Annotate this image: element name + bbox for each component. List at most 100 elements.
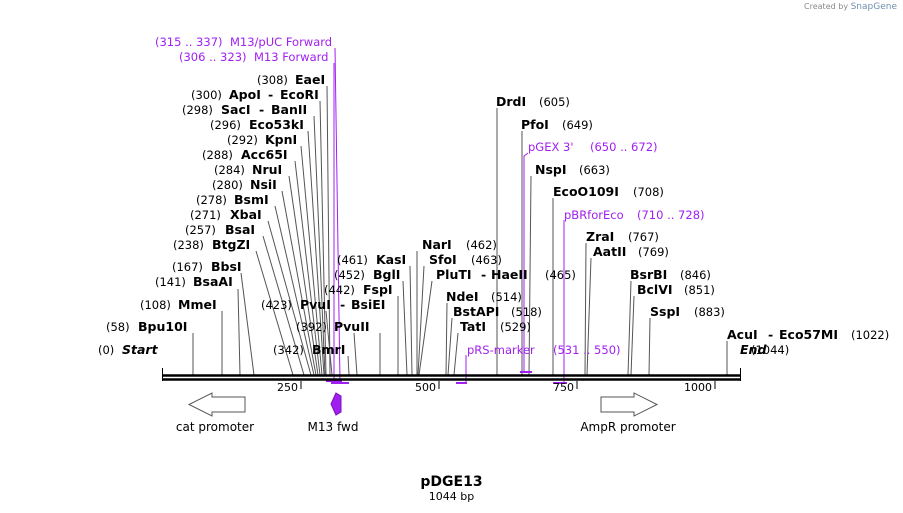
enzyme-name[interactable]: BanII (271, 102, 307, 117)
leader-line (240, 272, 255, 376)
leader-line (453, 332, 459, 376)
ruler: 250 500 750 1000 (277, 381, 716, 394)
primer-name[interactable]: pBRforEco (564, 208, 624, 222)
leader-line (294, 160, 321, 376)
enzyme-name[interactable]: KpnI (265, 132, 297, 147)
enzyme-position: (767) (628, 230, 659, 244)
leader-line (326, 85, 331, 376)
enzyme-name[interactable]: BglI (373, 267, 400, 282)
primer-name[interactable]: M13/pUC Forward (230, 35, 332, 49)
enzyme-leader-lines (192, 85, 728, 376)
primer-leader-lines (326, 47, 567, 384)
enzyme-labels-left[interactable]: (58) Bpu10I (108) MmeI (141) BsaAI (167)… (106, 72, 406, 357)
enzyme-position: (58) (106, 320, 130, 334)
enzyme-name[interactable]: BsmI (234, 192, 269, 207)
enzyme-position: (649) (562, 118, 593, 132)
leader-line (353, 332, 358, 376)
enzyme-position: (462) (466, 238, 497, 252)
enzyme-name[interactable]: PluTI (436, 267, 472, 282)
ruler-tick-label: 1000 (684, 381, 712, 394)
enzyme-name[interactable]: BsiEI (351, 297, 385, 312)
leader-line (648, 317, 651, 376)
enzyme-name[interactable]: PfoI (521, 117, 549, 132)
leader-line (237, 288, 241, 376)
enzyme-name[interactable]: XbaI (230, 207, 262, 222)
enzyme-name[interactable]: FspI (363, 282, 393, 297)
leader-line (281, 190, 317, 376)
enzyme-name[interactable]: NsiI (250, 177, 277, 192)
enzyme-name[interactable]: Acc65I (241, 147, 288, 162)
enzyme-name[interactable]: Eco53kI (249, 117, 304, 132)
enzyme-position: (442) (324, 283, 355, 297)
enzyme-name[interactable]: BbsI (211, 259, 242, 274)
enzyme-name[interactable]: NspI (535, 162, 567, 177)
enzyme-name[interactable]: Eco57MI (779, 327, 838, 342)
enzyme-name[interactable]: SfoI (429, 252, 457, 267)
enzyme-name[interactable]: NdeI (446, 289, 479, 304)
enzyme-name[interactable]: TatI (460, 319, 486, 334)
enzyme-name[interactable]: PvuI (300, 297, 331, 312)
enzyme-name[interactable]: BsaAI (193, 274, 233, 289)
enzyme-name[interactable]: SacI (221, 102, 251, 117)
leader-line (262, 235, 305, 376)
ruler-tick-label: 250 (277, 381, 298, 394)
enzyme-position: (461) (337, 253, 368, 267)
enzyme-separator: - (481, 267, 486, 282)
primer-labels[interactable]: (315 .. 337) M13/pUC Forward (306 .. 323… (155, 35, 705, 357)
enzyme-name[interactable]: PvuII (334, 319, 370, 334)
enzyme-name[interactable]: SspI (650, 304, 680, 319)
enzyme-labels-right[interactable]: NarI (462) SfoI (463) PluTI - HaeII (465… (422, 94, 889, 342)
leader-line (300, 145, 323, 376)
enzyme-name[interactable]: BmrI (312, 342, 345, 357)
enzyme-name[interactable]: EcoRI (280, 87, 319, 102)
enzyme-name[interactable]: BsaI (225, 222, 255, 237)
feature-label: AmpR promoter (580, 420, 675, 434)
leader-line (417, 265, 425, 376)
leader-line (447, 317, 453, 376)
leader-line (586, 257, 592, 376)
enzyme-name[interactable]: BtgZI (212, 237, 250, 252)
enzyme-position: (288) (202, 148, 233, 162)
enzyme-name[interactable]: KasI (376, 252, 406, 267)
primer-range: (531 .. 550) (553, 343, 621, 357)
primer-name[interactable]: M13 Forward (254, 50, 328, 64)
m13-fwd-arrow[interactable] (330, 392, 342, 416)
enzyme-position: (514) (491, 290, 522, 304)
enzyme-position: (300) (191, 88, 222, 102)
end-label: End (740, 342, 767, 357)
enzyme-name[interactable]: AatII (593, 244, 626, 259)
dna-backbone[interactable] (162, 368, 741, 381)
enzyme-name[interactable]: NarI (422, 237, 452, 252)
features[interactable]: cat promoter M13 fwd AmpR promoter (176, 392, 676, 434)
enzyme-name[interactable]: Bpu10I (138, 319, 187, 334)
enzyme-position: (280) (212, 178, 243, 192)
enzyme-name[interactable]: AcuI (727, 327, 758, 342)
leader-line (627, 280, 632, 376)
primer-name[interactable]: pRS-marker (467, 343, 535, 357)
enzyme-name[interactable]: EaeI (295, 72, 325, 87)
cat-promoter-arrow[interactable] (187, 392, 246, 417)
enzyme-name[interactable]: NruI (252, 162, 282, 177)
enzyme-name[interactable]: ApoI (229, 87, 261, 102)
snapgene-credit: Created by SnapGene (804, 2, 897, 12)
primer-range: (650 .. 672) (590, 140, 658, 154)
enzyme-name[interactable]: ZraI (586, 229, 614, 244)
enzyme-separator: - (768, 327, 773, 342)
primer-name[interactable]: pGEX 3' (528, 140, 574, 154)
enzyme-name[interactable]: MmeI (178, 297, 217, 312)
feature-label: cat promoter (176, 420, 254, 434)
map-endpoints: (0) Start End (1044) (98, 342, 789, 357)
start-position: (0) (98, 343, 114, 357)
enzyme-position: (518) (511, 305, 542, 319)
enzyme-name[interactable]: BsrBI (630, 267, 667, 282)
enzyme-name[interactable]: HaeII (491, 267, 528, 282)
enzyme-name[interactable]: EcoO109I (553, 184, 619, 199)
enzyme-name[interactable]: BclVI (637, 282, 673, 297)
enzyme-position: (296) (210, 118, 241, 132)
leader-line (325, 310, 333, 376)
leader-line (255, 250, 294, 376)
ampr-promoter-arrow[interactable] (600, 392, 659, 417)
enzyme-name[interactable]: BstAPI (453, 304, 499, 319)
enzyme-name[interactable]: DrdI (496, 94, 526, 109)
enzyme-position: (529) (500, 320, 531, 334)
